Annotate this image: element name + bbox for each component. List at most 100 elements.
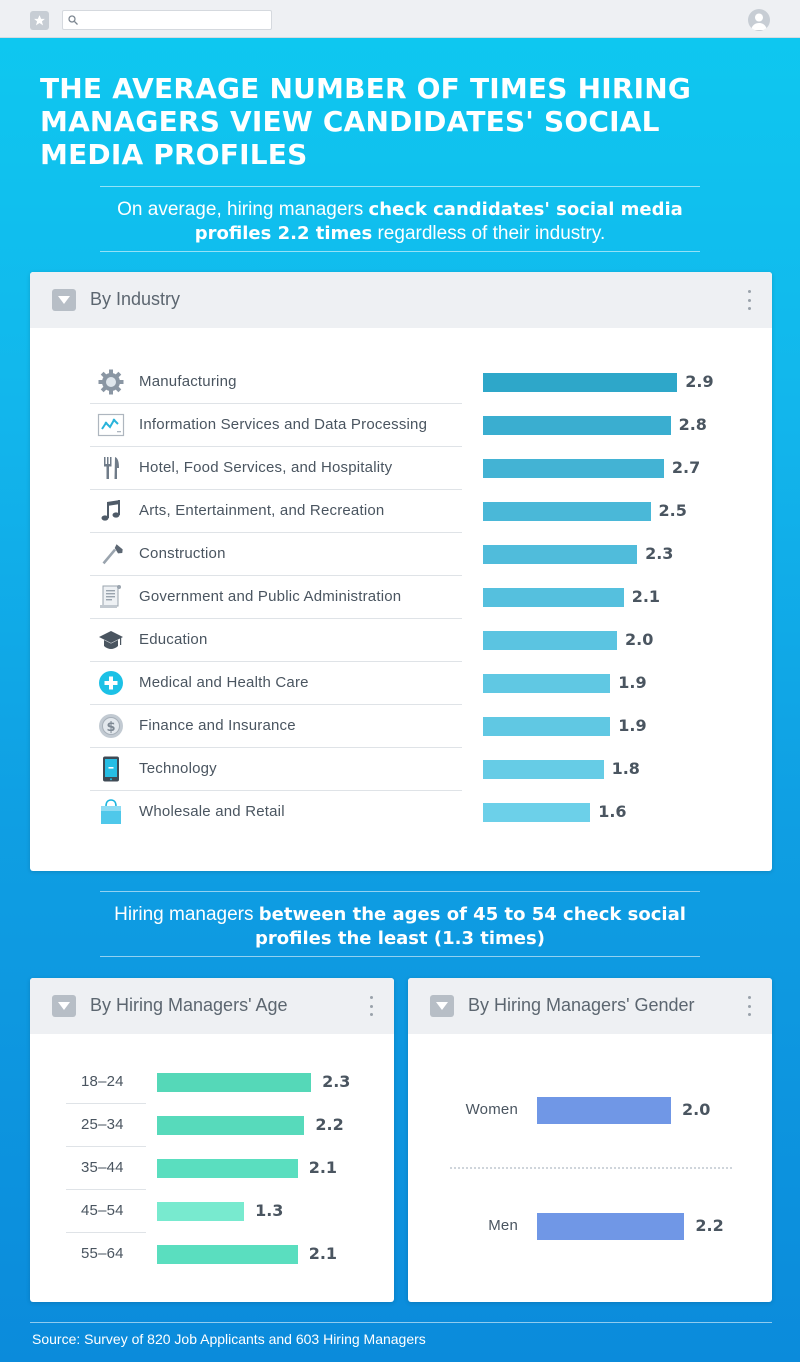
category-label: Information Services and Data Processing xyxy=(139,416,428,433)
card-header: By Hiring Managers' Age xyxy=(30,978,394,1034)
category-label: Government and Public Administration xyxy=(139,588,402,605)
data-label: 2.0 xyxy=(625,630,654,649)
divider xyxy=(30,1322,772,1323)
search-box[interactable] xyxy=(62,10,272,30)
callout-text: Hiring managers between the ages of 45 t… xyxy=(114,904,686,949)
bar xyxy=(483,630,617,650)
document-icon xyxy=(97,583,125,611)
data-label: 2.1 xyxy=(308,1158,338,1177)
industry-card: By Industry Manufacturing 2.9 Information … xyxy=(30,272,772,871)
data-label: 2.0 xyxy=(682,1100,711,1119)
category-label: Construction xyxy=(139,545,226,562)
bar xyxy=(483,501,651,521)
age-label: 35–44 xyxy=(81,1159,124,1176)
source-note: Source: Survey of 820 Job Applicants and… xyxy=(32,1331,426,1347)
bar xyxy=(537,1096,671,1124)
more-options-icon[interactable] xyxy=(368,996,374,1016)
svg-text:$: $ xyxy=(106,720,115,735)
data-label: 2.2 xyxy=(695,1216,724,1235)
hammer-icon xyxy=(97,540,125,568)
age-label: 25–34 xyxy=(81,1116,124,1133)
age-card: By Hiring Managers' Age 18–24 2.3 25–34 2.2… xyxy=(30,978,394,1302)
gender-label: Men xyxy=(488,1217,518,1234)
bar xyxy=(157,1115,305,1135)
gender-label: Women xyxy=(465,1101,518,1118)
dotted-divider xyxy=(450,1167,732,1169)
age-label: 45–54 xyxy=(81,1202,124,1219)
bar xyxy=(157,1244,298,1264)
category-label: Medical and Health Care xyxy=(139,674,309,691)
row-divider xyxy=(90,446,462,447)
row-divider xyxy=(90,747,462,748)
data-label: 2.1 xyxy=(308,1244,338,1263)
category-label: Arts, Entertainment, and Recreation xyxy=(139,502,385,519)
row-divider xyxy=(90,790,462,791)
data-label: 2.5 xyxy=(658,501,687,520)
data-label: 2.3 xyxy=(322,1072,351,1091)
bar xyxy=(483,587,624,607)
row-divider xyxy=(66,1146,146,1147)
star-icon[interactable] xyxy=(30,11,49,30)
data-label: 1.3 xyxy=(255,1201,284,1220)
divider xyxy=(100,251,700,252)
row-divider xyxy=(66,1189,146,1190)
data-label: 2.2 xyxy=(315,1115,344,1134)
data-label: 2.9 xyxy=(685,372,714,391)
data-label: 1.6 xyxy=(598,802,627,821)
shopping-bag-icon xyxy=(97,798,125,826)
chevron-down-icon[interactable] xyxy=(52,289,76,311)
row-divider xyxy=(90,661,462,662)
medical-plus-icon xyxy=(97,669,125,697)
bar xyxy=(483,544,638,564)
page-title: THE AVERAGE NUMBER OF TIMES HIRING MANAG… xyxy=(40,72,692,171)
chart-line-icon xyxy=(97,411,125,439)
data-label: 2.8 xyxy=(678,415,707,434)
gear-icon xyxy=(97,368,125,396)
data-label: 1.9 xyxy=(618,673,647,692)
tablet-icon xyxy=(97,755,125,783)
intro-text: On average, hiring managers check candid… xyxy=(117,199,683,244)
age-label: 55–64 xyxy=(81,1245,124,1262)
bar xyxy=(537,1212,685,1240)
more-options-icon[interactable] xyxy=(746,290,752,310)
category-label: Education xyxy=(139,631,208,648)
data-label: 1.9 xyxy=(618,716,647,735)
category-label: Finance and Insurance xyxy=(139,717,296,734)
divider xyxy=(100,891,700,892)
data-label: 2.7 xyxy=(671,458,701,477)
bar xyxy=(483,759,604,779)
bar xyxy=(483,673,611,693)
data-label: 2.1 xyxy=(631,587,661,606)
row-divider xyxy=(66,1103,146,1104)
category-label: Wholesale and Retail xyxy=(139,803,285,820)
bar xyxy=(483,716,611,736)
category-label: Manufacturing xyxy=(139,373,237,390)
divider xyxy=(100,956,700,957)
search-icon xyxy=(68,15,78,25)
bar xyxy=(157,1072,312,1092)
search-input[interactable] xyxy=(83,13,267,27)
card-header: By Hiring Managers' Gender xyxy=(408,978,772,1034)
divider xyxy=(100,186,700,187)
row-divider xyxy=(66,1232,146,1233)
music-note-icon xyxy=(97,497,125,525)
more-options-icon[interactable] xyxy=(746,996,752,1016)
bar xyxy=(483,458,664,478)
row-divider xyxy=(90,618,462,619)
chevron-down-icon[interactable] xyxy=(430,995,454,1017)
graduation-cap-icon xyxy=(97,626,125,654)
card-title: By Industry xyxy=(90,289,181,309)
dollar-coin-icon: $ xyxy=(97,712,125,740)
category-label: Technology xyxy=(139,760,217,777)
card-title: By Hiring Managers' Age xyxy=(90,995,288,1015)
data-label: 2.3 xyxy=(645,544,674,563)
fork-knife-icon xyxy=(97,454,125,482)
user-avatar-icon[interactable] xyxy=(748,9,770,31)
bar xyxy=(157,1158,298,1178)
age-label: 18–24 xyxy=(81,1073,124,1090)
row-divider xyxy=(90,489,462,490)
row-divider xyxy=(90,403,462,404)
chevron-down-icon[interactable] xyxy=(52,995,76,1017)
category-label: Hotel, Food Services, and Hospitality xyxy=(139,459,393,476)
bar xyxy=(157,1201,245,1221)
